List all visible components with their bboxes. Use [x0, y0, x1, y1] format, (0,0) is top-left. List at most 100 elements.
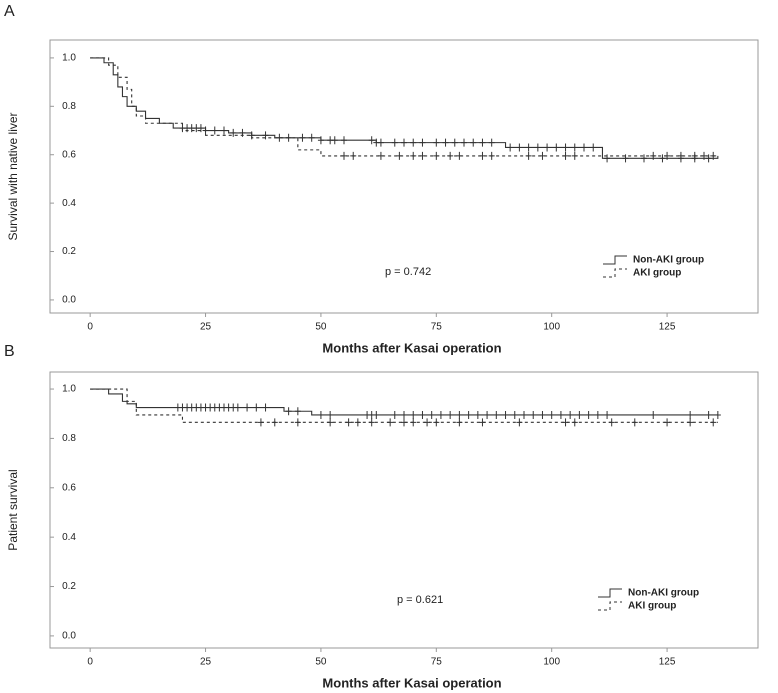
censor-mark	[377, 138, 384, 147]
censor-mark	[401, 418, 407, 427]
censor-mark	[262, 403, 269, 412]
censor-mark	[419, 410, 426, 419]
censor-mark	[641, 154, 647, 163]
censor-mark	[433, 151, 440, 160]
censor-mark	[345, 418, 352, 427]
censor-mark	[317, 136, 324, 145]
censor-mark	[401, 410, 407, 419]
censor-mark	[221, 126, 227, 135]
y-tick-label: 0.8	[62, 101, 76, 112]
censor-mark	[525, 143, 532, 152]
censor-mark	[650, 410, 657, 419]
censor-mark	[419, 138, 426, 147]
censor-mark	[479, 138, 486, 147]
censor-mark	[710, 151, 717, 160]
censor-mark	[474, 410, 481, 419]
censor-mark	[465, 410, 472, 419]
censor-mark	[327, 410, 334, 419]
censor-mark	[557, 410, 564, 419]
x-tick-label: 25	[200, 322, 212, 333]
x-tick-label: 100	[543, 657, 560, 668]
x-tick-label: 25	[200, 657, 212, 668]
censor-mark	[539, 151, 546, 160]
censor-mark	[516, 418, 523, 427]
censor-mark	[368, 136, 375, 145]
legend-label: AKI group	[633, 268, 681, 279]
x-axis-label: Months after Kasai operation	[322, 675, 501, 690]
censor-mark	[331, 136, 338, 145]
censor-mark	[622, 154, 629, 163]
censor-mark	[534, 143, 541, 152]
censor-mark	[424, 418, 431, 427]
censor-mark	[419, 151, 426, 160]
censor-mark	[387, 418, 394, 427]
censor-mark	[341, 151, 347, 160]
panel-label: B	[4, 343, 15, 360]
x-tick-label: 0	[87, 657, 93, 668]
censor-mark	[299, 133, 306, 142]
survival-curve	[90, 388, 718, 416]
x-tick-label: 75	[431, 657, 443, 668]
censor-mark	[631, 418, 638, 427]
censor-mark	[447, 410, 454, 419]
censor-mark	[456, 410, 463, 419]
censor-mark	[511, 410, 518, 419]
censor-mark	[350, 151, 357, 160]
censor-mark	[341, 136, 347, 145]
plot-frame	[49, 371, 759, 649]
censor-mark	[391, 138, 398, 147]
survival-curve	[90, 388, 718, 423]
y-tick-label: 1.0	[62, 384, 76, 395]
censor-mark	[581, 143, 587, 152]
censor-mark	[271, 418, 278, 427]
censor-mark	[410, 151, 417, 160]
legend-swatch	[603, 268, 627, 278]
censor-mark	[428, 410, 435, 419]
censor-mark	[377, 151, 384, 160]
censor-mark	[211, 126, 218, 135]
legend-swatch	[598, 588, 622, 598]
censor-mark	[433, 418, 440, 427]
censor-mark	[262, 131, 269, 140]
censor-mark	[650, 151, 657, 160]
censor-mark	[294, 407, 301, 416]
censor-mark	[516, 143, 523, 152]
censor-mark	[659, 154, 666, 163]
censor-mark	[562, 151, 569, 160]
censor-mark	[479, 418, 486, 427]
x-tick-label: 125	[659, 657, 676, 668]
censor-mark	[687, 410, 694, 419]
censor-mark	[594, 410, 601, 419]
censor-mark	[396, 151, 403, 160]
x-tick-label: 75	[431, 322, 443, 333]
censor-mark	[285, 407, 292, 416]
censor-mark	[585, 410, 592, 419]
censor-mark	[354, 418, 361, 427]
censor-mark	[710, 418, 717, 427]
y-axis-label: Patient survival	[6, 469, 20, 550]
censor-mark	[664, 418, 671, 427]
censor-mark	[493, 410, 500, 419]
censor-mark	[571, 418, 578, 427]
censor-mark	[604, 410, 611, 419]
censor-mark	[521, 410, 527, 419]
censor-mark	[530, 410, 537, 419]
censor-mark	[608, 418, 615, 427]
censor-mark	[391, 410, 398, 419]
y-tick-label: 0.2	[62, 246, 76, 257]
x-axis-label: Months after Kasai operation	[322, 340, 501, 355]
censor-mark	[502, 410, 509, 419]
censor-mark	[461, 138, 467, 147]
y-tick-label: 0.6	[62, 149, 76, 160]
censor-mark	[525, 151, 532, 160]
censor-mark	[571, 151, 578, 160]
censor-mark	[470, 138, 477, 147]
panel-label: A	[4, 3, 15, 20]
censor-mark	[410, 410, 417, 419]
censor-mark	[327, 418, 334, 427]
y-tick-label: 1.0	[62, 53, 76, 64]
censor-mark	[548, 410, 555, 419]
x-tick-label: 50	[315, 657, 327, 668]
censor-mark	[253, 403, 260, 412]
